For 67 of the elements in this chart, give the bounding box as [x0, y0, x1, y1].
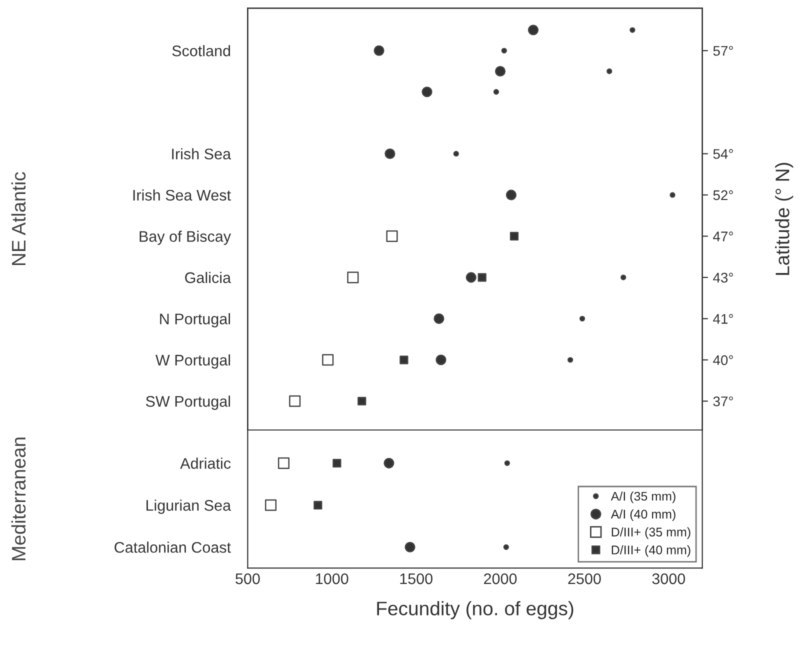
x-axis-title: Fecundity (no. of eggs): [377, 601, 574, 620]
y-tick-label: Bay of Biscay: [140, 230, 231, 245]
point: [322, 354, 334, 366]
point: [504, 460, 510, 466]
y-tick-label: N Portugal: [160, 313, 230, 328]
point: [404, 542, 416, 552]
point: [493, 89, 500, 95]
x-tick-label: 1500: [400, 573, 432, 584]
y-tick-label: Adriatic: [180, 458, 231, 469]
y2-tick-label: 54°: [713, 149, 733, 159]
point: [332, 458, 342, 468]
x-tick-label: 2500: [568, 573, 601, 584]
x-tick-label: 2000: [484, 573, 517, 584]
y-tick-label: Ligurian Sea: [146, 500, 232, 514]
point: [670, 192, 676, 198]
x-tick-label: 1000: [316, 573, 348, 584]
point: [478, 273, 486, 282]
point: [434, 313, 444, 324]
legend-label: A/I (40 mm): [610, 509, 676, 522]
point: [501, 48, 507, 54]
point: [347, 272, 359, 284]
point: [436, 354, 446, 366]
y2-tick-label: 57°: [713, 46, 733, 56]
point: [453, 150, 459, 157]
point: [264, 499, 277, 511]
y2-tick-label: 40°: [713, 355, 733, 366]
point: [466, 272, 476, 283]
y-tick-label: Scotland: [172, 45, 230, 56]
point: [606, 68, 612, 74]
point: [528, 24, 539, 36]
point: [314, 500, 322, 510]
y2-tick-label: 43°: [713, 272, 733, 283]
point: [422, 86, 432, 98]
point: [503, 544, 509, 550]
y-axis-title: Mediterranean: [11, 438, 26, 560]
y-tick-label: Irish Sea: [172, 148, 232, 160]
x-tick-label: 3000: [652, 573, 686, 584]
point: [567, 357, 574, 363]
legend-label: D/III+ (40 mm): [612, 545, 690, 557]
point: [374, 45, 384, 56]
point: [494, 66, 506, 77]
point: [384, 148, 396, 160]
point: [630, 27, 636, 33]
y2-tick-label: 52°: [713, 190, 733, 200]
y2-tick-label: 47°: [713, 232, 733, 242]
y-tick-label: SW Portugal: [146, 396, 230, 410]
y-tick-label: Irish Sea West: [133, 189, 231, 201]
y-tick-label: Catalonian Coast: [114, 542, 231, 553]
point: [400, 356, 408, 364]
legend-label: A/I (35 mm): [610, 492, 676, 504]
y2-tick-label: 37°: [713, 396, 733, 406]
y2-axis-title: Latitude (° N): [775, 162, 794, 275]
point: [386, 230, 398, 242]
point: [289, 395, 301, 407]
x-tick-label: 500: [236, 573, 260, 584]
point: [506, 190, 516, 200]
point: [358, 396, 366, 406]
point: [384, 458, 394, 468]
point: [278, 457, 290, 469]
point: [620, 274, 626, 280]
point: [579, 316, 586, 322]
legend-label: D/III+ (35 mm): [612, 527, 690, 539]
y-tick-label: W Portugal: [156, 354, 230, 369]
point: [510, 232, 519, 240]
y-axis-title: NE Atlantic: [11, 172, 26, 266]
y-tick-label: Galicia: [185, 272, 232, 284]
y2-tick-label: 41°: [713, 314, 733, 324]
